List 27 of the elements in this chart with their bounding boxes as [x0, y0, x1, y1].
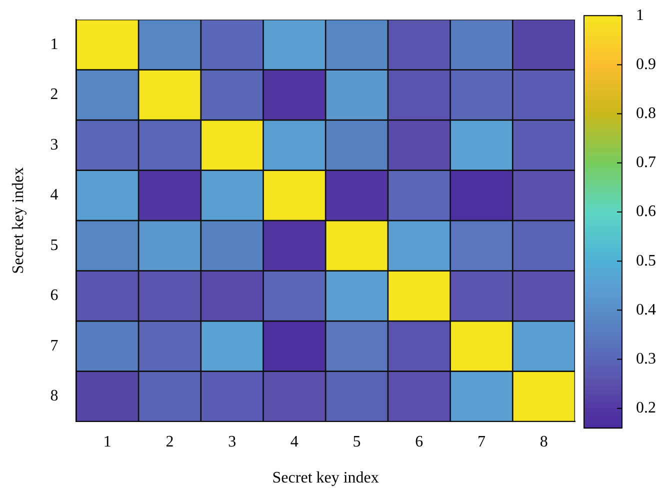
color-bar-label: 0.7	[636, 154, 656, 172]
y-tick-label: 7	[50, 337, 58, 354]
y-tick-label: 2	[50, 86, 58, 104]
x-tick-label: 7	[477, 433, 486, 450]
x-tick-label: 5	[352, 433, 361, 450]
y-tick-label: 3	[50, 136, 58, 154]
y-tick-label: 1	[50, 36, 58, 53]
color-bar-label: 1	[636, 6, 644, 24]
color-bar-label: 0.8	[636, 104, 656, 122]
x-axis-title: Secret key index	[272, 470, 379, 487]
y-tick-label: 6	[50, 287, 58, 304]
y-tick-label: 5	[50, 236, 58, 254]
color-bar-label: 0.3	[636, 350, 656, 368]
x-tick-label: 6	[415, 433, 424, 450]
y-tick-label: 4	[50, 186, 58, 204]
x-tick-label: 4	[290, 433, 298, 450]
x-tick-label: 8	[540, 433, 548, 450]
x-tick-label: 3	[228, 433, 236, 450]
x-tick-label: 2	[166, 433, 174, 450]
color-bar-label: 0.5	[636, 252, 656, 270]
color-bar-label: 0.2	[636, 400, 656, 417]
y-tick-label: 8	[50, 388, 58, 405]
x-tick-label: 1	[103, 433, 112, 450]
y-axis-title: Secret key index	[10, 167, 27, 274]
color-bar-label: 0.4	[636, 301, 656, 318]
color-bar-label: 0.6	[636, 203, 656, 220]
color-bar-label: 0.9	[636, 56, 656, 73]
